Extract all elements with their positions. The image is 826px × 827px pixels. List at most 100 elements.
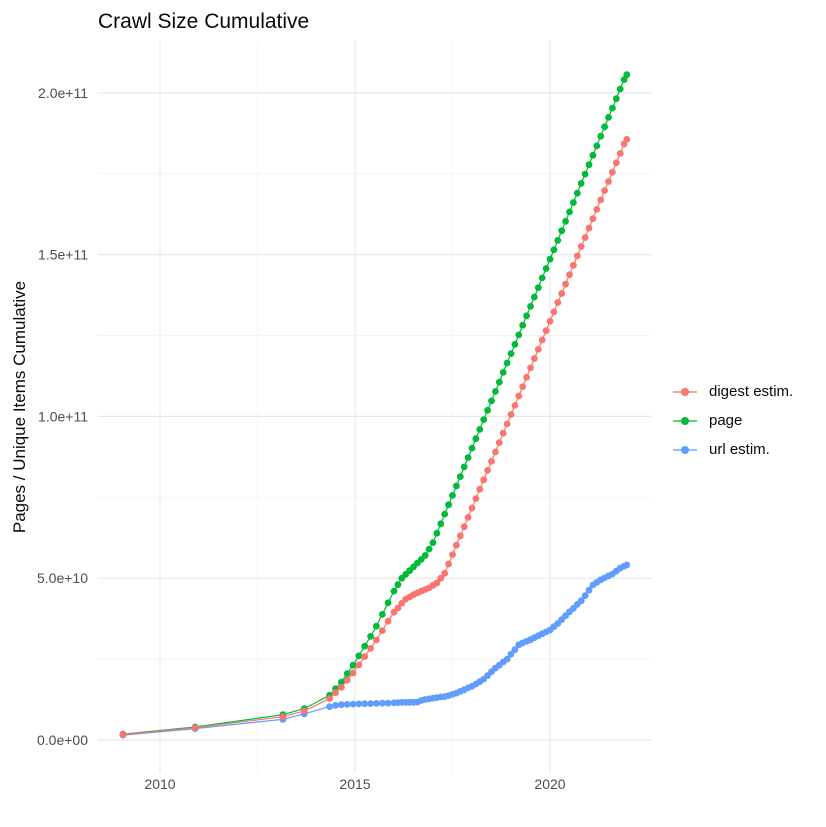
- data-point-page: [612, 95, 620, 103]
- data-point-url-estim: [367, 700, 374, 707]
- data-point-page: [577, 180, 585, 187]
- data-point-page: [349, 661, 357, 669]
- data-point-digest-estim: [492, 448, 499, 456]
- data-point-page: [534, 284, 542, 291]
- data-point-page: [456, 473, 464, 480]
- data-point-digest-estim: [511, 402, 519, 409]
- data-point-digest-estim: [573, 252, 581, 260]
- data-point-digest-estim: [367, 645, 374, 652]
- data-point-page: [480, 416, 488, 423]
- data-point-digest-estim: [538, 336, 546, 344]
- data-point-digest-estim: [597, 196, 605, 204]
- data-point-digest-estim: [605, 178, 612, 185]
- data-point-page: [609, 104, 616, 112]
- data-point-page: [378, 611, 386, 618]
- data-point-page: [460, 463, 468, 471]
- data-point-digest-estim: [433, 579, 441, 587]
- data-point-digest-estim: [542, 327, 550, 335]
- data-point-page: [367, 633, 374, 640]
- data-point-page: [523, 312, 530, 320]
- data-point-digest-estim: [527, 364, 534, 372]
- data-point-digest-estim: [460, 523, 468, 531]
- data-point-page: [623, 71, 631, 79]
- data-point-digest-estim: [480, 476, 488, 484]
- data-point-url-estim: [332, 702, 339, 709]
- data-point-page: [394, 581, 402, 589]
- data-point-page: [570, 199, 577, 206]
- data-point-page: [546, 255, 554, 263]
- data-point-digest-estim: [623, 136, 631, 143]
- data-point-page: [515, 331, 523, 339]
- data-point-page: [373, 622, 380, 630]
- data-point-page: [531, 293, 538, 301]
- data-point-page: [566, 208, 573, 216]
- data-point-digest-estim: [373, 636, 380, 644]
- data-point-page: [519, 321, 527, 329]
- data-point-page: [573, 189, 581, 197]
- data-point-digest-estim: [464, 514, 472, 521]
- data-point-digest-estim: [515, 392, 523, 400]
- data-point-digest-estim: [499, 429, 507, 437]
- legend-key-icon-digest-estim: [673, 387, 697, 396]
- data-point-page: [476, 426, 484, 433]
- data-point-page: [499, 369, 507, 376]
- data-point-page: [361, 642, 369, 650]
- data-point-digest-estim: [119, 731, 127, 738]
- data-point-digest-estim: [554, 299, 562, 306]
- data-point-page: [384, 599, 392, 607]
- x-tick-label: 2020: [534, 776, 565, 792]
- data-point-digest-estim: [441, 569, 449, 577]
- data-point-url-estim: [585, 586, 593, 594]
- data-point-page: [488, 397, 495, 405]
- data-point-digest-estim: [361, 653, 369, 660]
- data-point-page: [425, 545, 433, 553]
- data-point-url-estim: [378, 699, 386, 707]
- data-point-page: [538, 274, 546, 282]
- data-point-page: [433, 529, 441, 537]
- y-tick-label: 1.0e+11: [38, 408, 88, 424]
- data-point-digest-estim: [523, 373, 530, 381]
- data-point-page: [464, 454, 472, 461]
- data-point-digest-estim: [355, 661, 363, 669]
- series-line-digest-estim: [122, 139, 628, 736]
- data-point-url-estim: [361, 700, 369, 708]
- data-point-page: [558, 227, 566, 235]
- data-point-url-estim: [355, 700, 363, 708]
- data-point-url-estim: [349, 700, 357, 708]
- data-point-digest-estim: [589, 215, 597, 223]
- series-line-page: [122, 74, 628, 735]
- data-point-page: [484, 406, 491, 414]
- data-point-page: [445, 501, 452, 509]
- legend-item-url-estim: url estim.: [672, 435, 793, 464]
- data-point-page: [421, 552, 429, 559]
- data-point-url-estim: [511, 646, 519, 654]
- data-point-page: [616, 85, 624, 93]
- data-point-digest-estim: [534, 346, 542, 353]
- data-point-page: [472, 435, 480, 443]
- data-point-page: [429, 539, 437, 546]
- data-point-digest-estim: [468, 504, 476, 512]
- data-point-page: [492, 388, 499, 395]
- data-point-digest-estim: [609, 168, 616, 176]
- data-point-url-estim: [343, 701, 351, 708]
- data-point-digest-estim: [558, 290, 566, 297]
- data-point-digest-estim: [495, 439, 503, 446]
- data-point-digest-estim: [488, 458, 495, 465]
- data-point-page: [495, 378, 503, 386]
- y-tick-label: 5.0e+10: [37, 570, 88, 586]
- data-point-digest-estim: [378, 627, 386, 634]
- legend-label: url estim.: [709, 441, 770, 458]
- data-point-digest-estim: [484, 467, 491, 474]
- data-point-digest-estim: [445, 560, 452, 568]
- data-point-digest-estim: [456, 532, 464, 540]
- data-point-url-estim: [623, 561, 631, 569]
- y-tick-label: 1.5e+11: [38, 247, 88, 263]
- x-tick-label: 2015: [339, 776, 370, 792]
- data-point-digest-estim: [343, 676, 351, 684]
- data-point-digest-estim: [472, 495, 480, 502]
- legend-label: page: [709, 412, 743, 429]
- data-point-page: [601, 123, 608, 131]
- data-point-page: [441, 510, 449, 518]
- legend: digest estim. page url estim.: [672, 377, 793, 464]
- data-point-page: [507, 350, 515, 357]
